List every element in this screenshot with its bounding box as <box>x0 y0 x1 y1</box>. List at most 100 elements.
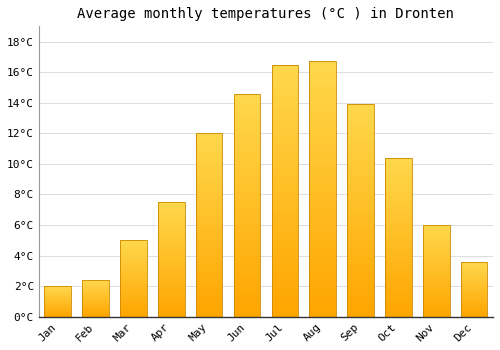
Bar <box>82 311 109 312</box>
Bar <box>120 296 146 297</box>
Bar <box>423 259 450 261</box>
Bar <box>423 279 450 280</box>
Bar <box>348 285 374 288</box>
Bar <box>158 274 184 275</box>
Bar <box>423 236 450 237</box>
Bar <box>234 107 260 110</box>
Bar <box>158 301 184 302</box>
Bar <box>234 133 260 135</box>
Bar <box>385 231 411 233</box>
Bar <box>272 156 298 159</box>
Bar <box>44 312 71 313</box>
Bar <box>234 289 260 292</box>
Bar <box>310 80 336 84</box>
Bar <box>82 293 109 294</box>
Bar <box>272 96 298 99</box>
Bar <box>158 288 184 289</box>
Bar <box>120 306 146 307</box>
Bar <box>423 261 450 262</box>
Bar <box>120 298 146 299</box>
Bar <box>196 312 222 315</box>
Bar <box>310 125 336 128</box>
Bar <box>234 194 260 197</box>
Bar <box>310 310 336 314</box>
Bar <box>348 266 374 269</box>
Bar <box>348 107 374 110</box>
Bar <box>82 291 109 292</box>
Bar <box>348 240 374 243</box>
Bar <box>272 118 298 121</box>
Bar <box>196 154 222 156</box>
Bar <box>234 141 260 144</box>
Bar <box>158 314 184 315</box>
Bar <box>310 301 336 304</box>
Bar <box>234 244 260 247</box>
Bar <box>120 290 146 291</box>
Bar <box>310 237 336 240</box>
Bar <box>158 310 184 311</box>
Bar <box>423 301 450 302</box>
Bar <box>423 230 450 231</box>
Bar <box>196 186 222 188</box>
Bar <box>385 170 411 172</box>
Bar <box>310 294 336 297</box>
Bar <box>158 250 184 251</box>
Bar <box>348 293 374 295</box>
Bar <box>385 216 411 217</box>
Bar <box>348 298 374 301</box>
Bar <box>120 300 146 301</box>
Bar <box>196 191 222 193</box>
Bar <box>234 286 260 289</box>
Bar <box>423 232 450 233</box>
Bar <box>385 211 411 214</box>
Bar <box>158 208 184 209</box>
Bar <box>44 298 71 299</box>
Bar <box>82 300 109 301</box>
Bar <box>272 304 298 307</box>
Bar <box>120 291 146 292</box>
Bar <box>423 313 450 315</box>
Bar <box>120 248 146 249</box>
Bar <box>348 158 374 160</box>
Bar <box>272 77 298 80</box>
Bar <box>348 229 374 232</box>
Bar <box>158 257 184 258</box>
Bar <box>461 298 487 299</box>
Bar <box>158 246 184 248</box>
Bar <box>196 200 222 202</box>
Bar <box>310 170 336 173</box>
Bar <box>310 250 336 253</box>
Bar <box>348 303 374 306</box>
Bar <box>234 161 260 163</box>
Bar <box>272 247 298 251</box>
Bar <box>348 245 374 248</box>
Bar <box>120 267 146 268</box>
Bar <box>120 253 146 254</box>
Bar <box>158 271 184 272</box>
Bar <box>423 299 450 300</box>
Bar <box>44 293 71 294</box>
Bar <box>82 280 109 281</box>
Bar <box>461 282 487 283</box>
Bar <box>120 278 146 279</box>
Bar <box>385 197 411 199</box>
Bar <box>385 259 411 261</box>
Bar <box>272 257 298 260</box>
Bar <box>120 242 146 243</box>
Bar <box>461 310 487 311</box>
Bar <box>234 147 260 149</box>
Bar <box>158 315 184 317</box>
Bar <box>461 266 487 267</box>
Bar <box>461 305 487 306</box>
Bar <box>234 102 260 105</box>
Bar <box>234 292 260 294</box>
Bar <box>461 315 487 316</box>
Bar <box>385 315 411 317</box>
Bar <box>196 271 222 273</box>
Bar <box>120 308 146 309</box>
Bar <box>234 261 260 264</box>
Bar <box>158 300 184 301</box>
Bar <box>348 133 374 136</box>
Bar <box>423 270 450 271</box>
Bar <box>423 312 450 313</box>
